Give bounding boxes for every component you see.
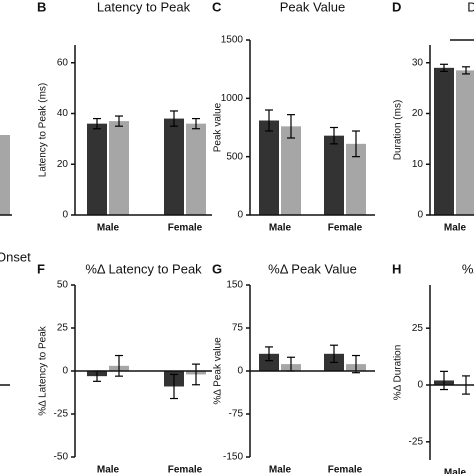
bar <box>434 67 454 216</box>
cropped-bar <box>0 135 10 215</box>
x-tick-label: Male <box>97 223 120 234</box>
y-axis-label: Peak value <box>213 102 224 152</box>
y-tick-label: 20 <box>57 159 69 170</box>
y-axis-label: Latency to Peak (ms) <box>38 83 49 177</box>
y-axis-label: %Δ Peak value <box>213 337 224 405</box>
y-tick-label: 10 <box>412 159 424 170</box>
chart-title: %Δ Peak Value <box>268 261 357 276</box>
y-tick-label: 25 <box>412 323 424 334</box>
y-tick-label: 50 <box>57 280 69 291</box>
x-tick-label: Male <box>444 223 467 234</box>
bar <box>186 123 206 215</box>
y-tick-label: 1500 <box>221 35 244 46</box>
x-tick-label: Male <box>269 223 292 234</box>
y-tick-label: 25 <box>57 323 69 334</box>
chart-title: Peak Value <box>280 0 346 14</box>
bar <box>456 70 474 215</box>
x-tick-label: Female <box>168 465 203 474</box>
bar <box>87 123 107 215</box>
y-tick-label: -25 <box>409 436 424 447</box>
chart-title: %Δ <box>462 261 474 276</box>
bar <box>259 353 279 371</box>
y-tick-label: 40 <box>57 108 69 119</box>
bar <box>281 126 301 215</box>
bar <box>164 118 184 215</box>
bar <box>259 120 279 215</box>
y-axis-label: %Δ Duration <box>393 345 404 401</box>
y-tick-label: 0 <box>237 210 243 221</box>
y-tick-label: -150 <box>223 452 243 463</box>
x-tick-label: Male <box>97 465 120 474</box>
y-tick-label: 75 <box>232 323 244 334</box>
y-axis-label: Duration (ms) <box>393 100 404 161</box>
y-tick-label: 0 <box>417 380 423 391</box>
panel-letter: G <box>212 261 222 276</box>
cropped-title: Onset <box>0 249 31 264</box>
panel-letter: C <box>212 0 222 14</box>
y-tick-label: 0 <box>62 210 68 221</box>
x-tick-label: Female <box>328 223 363 234</box>
chart-title: D <box>467 0 474 14</box>
y-tick-label: 150 <box>226 280 243 291</box>
x-tick-label: Male <box>444 468 467 474</box>
panel-letter: D <box>392 0 401 14</box>
panel-letter: F <box>37 261 45 276</box>
y-tick-label: 500 <box>226 151 243 162</box>
bar <box>324 135 344 215</box>
y-tick-label: 0 <box>62 366 68 377</box>
x-tick-label: Male <box>269 465 292 474</box>
y-tick-label: 20 <box>412 108 424 119</box>
x-tick-label: Female <box>328 465 363 474</box>
y-tick-label: -50 <box>54 452 69 463</box>
panel-letter: B <box>37 0 46 14</box>
x-tick-label: Female <box>168 223 203 234</box>
bar <box>346 143 366 215</box>
bar <box>109 121 129 215</box>
y-tick-label: 60 <box>57 57 69 68</box>
chart-title: Latency to Peak <box>97 0 191 14</box>
y-tick-label: 30 <box>412 57 424 68</box>
y-tick-label: -75 <box>229 409 244 420</box>
y-tick-label: -25 <box>54 409 69 420</box>
panel-letter: H <box>392 261 401 276</box>
y-tick-label: 0 <box>417 210 423 221</box>
chart-title: %Δ Latency to Peak <box>85 261 202 276</box>
y-tick-label: 1000 <box>221 93 244 104</box>
y-tick-label: 0 <box>237 366 243 377</box>
y-axis-label: %Δ Latency to Peak <box>38 325 49 416</box>
